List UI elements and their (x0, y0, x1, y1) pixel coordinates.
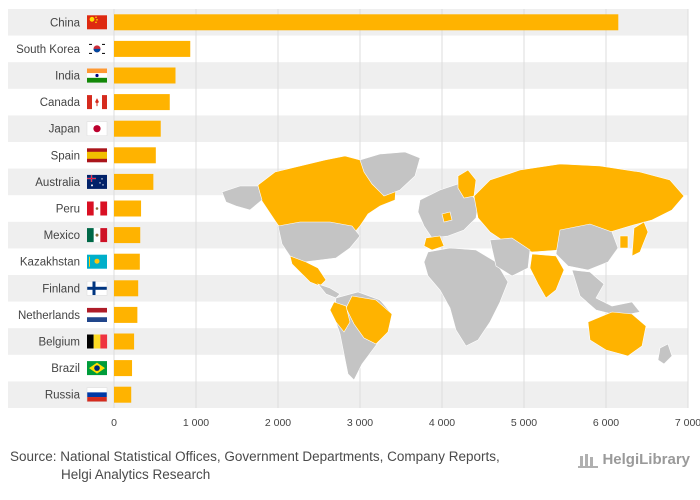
flag-south-korea-icon (87, 41, 107, 56)
flag-canada-icon (87, 95, 107, 110)
x-tick-label: 1 000 (183, 417, 209, 429)
x-tick-label: 3 000 (347, 417, 373, 429)
category-label: Belgium (38, 337, 80, 349)
x-axis-ticks: 0 1 000 2 000 3 000 4 000 5 000 6 000 7 000 (111, 417, 700, 429)
flag-australia-icon (87, 174, 107, 189)
map-region-peru (329, 301, 351, 333)
map-region-middle-east (489, 237, 531, 277)
world-map (221, 151, 685, 381)
category-label: Mexico (44, 230, 80, 242)
flag-japan-icon (86, 121, 108, 136)
map-region-new-zealand (657, 343, 673, 365)
row-stripe (8, 381, 688, 408)
x-tick-label: 4 000 (429, 417, 455, 429)
flag-peru-icon (87, 201, 108, 216)
category-label: Brazil (51, 363, 80, 375)
map-region-europe (417, 183, 479, 239)
flag-mexico-icon (87, 228, 108, 243)
bar-japan[interactable] (114, 120, 161, 137)
source-line-2: Helgi Analytics Research (61, 467, 211, 482)
map-region-australia (587, 311, 647, 357)
map-region-central-america (317, 283, 341, 299)
map-region-africa (423, 247, 509, 347)
category-label: Japan (49, 124, 80, 136)
x-tick-label: 5 000 (511, 417, 537, 429)
bar-south-korea[interactable] (114, 40, 191, 57)
bar-kazakhstan[interactable] (114, 253, 140, 270)
bar-russia[interactable] (114, 386, 132, 403)
flag-kazakhstan-icon (87, 254, 107, 269)
category-label: India (55, 71, 81, 83)
bar-india[interactable] (114, 67, 176, 84)
category-label: South Korea (16, 44, 81, 56)
map-region-alaska (221, 185, 263, 211)
category-label: Kazakhstan (20, 257, 80, 269)
bar-mexico[interactable] (114, 227, 141, 244)
library-building-icon (578, 454, 599, 468)
flags (86, 15, 108, 402)
map-region-japan (631, 221, 649, 257)
map-region-benelux (441, 211, 453, 223)
flag-russia-icon (86, 387, 108, 402)
map-region-india (529, 253, 565, 299)
x-tick-label: 2 000 (265, 417, 291, 429)
x-tick-label: 6 000 (593, 417, 619, 429)
bars (114, 14, 619, 403)
brand-logo: HelgiLibrary (578, 450, 690, 468)
map-region-china (555, 223, 619, 271)
map-region-greenland (359, 151, 421, 197)
map-region-se-asia (571, 269, 641, 317)
bar-finland[interactable] (114, 280, 139, 297)
flag-finland-icon (86, 281, 108, 296)
row-stripe (8, 115, 688, 142)
map-region-korea (619, 235, 629, 249)
chart-canvas: China South Korea India Canada Japan Spain Aus… (8, 9, 700, 429)
category-label: Peru (56, 204, 80, 216)
bar-belgium[interactable] (114, 333, 135, 350)
category-label: Spain (51, 150, 80, 162)
bar-spain[interactable] (114, 147, 156, 164)
category-label: Russia (45, 390, 81, 402)
category-label: Canada (40, 97, 81, 109)
flag-india-icon (87, 68, 107, 83)
flag-china-icon (87, 15, 107, 30)
category-label: Netherlands (18, 310, 80, 322)
bar-brazil[interactable] (114, 360, 133, 377)
category-label: China (50, 17, 81, 29)
bar-peru[interactable] (114, 200, 142, 217)
bar-canada[interactable] (114, 94, 170, 111)
map-region-usa (277, 221, 361, 263)
category-label: Finland (42, 283, 80, 295)
flag-netherlands-icon (87, 307, 107, 322)
map-region-brazil (345, 295, 393, 345)
bar-netherlands[interactable] (114, 306, 138, 323)
bar-china[interactable] (114, 14, 619, 31)
bar-chart: China South Korea India Canada Japan Spain Aus… (8, 9, 700, 429)
map-region-spain (423, 235, 445, 251)
brand-name: HelgiLibrary (602, 450, 690, 468)
flag-spain-icon (87, 148, 107, 163)
source-line-1: Source: National Statistical Offices, Go… (10, 449, 500, 464)
x-tick-label: 7 000 (675, 417, 700, 429)
flag-belgium-icon (87, 334, 108, 349)
category-label: Australia (35, 177, 80, 189)
bar-australia[interactable] (114, 173, 154, 190)
category-labels: China South Korea India Canada Japan Spain Aus… (16, 17, 81, 401)
x-tick-label: 0 (111, 417, 117, 429)
flag-brazil-icon (87, 361, 107, 376)
source-note: Source: National Statistical Offices, Go… (10, 448, 550, 484)
row-stripe (8, 62, 688, 89)
